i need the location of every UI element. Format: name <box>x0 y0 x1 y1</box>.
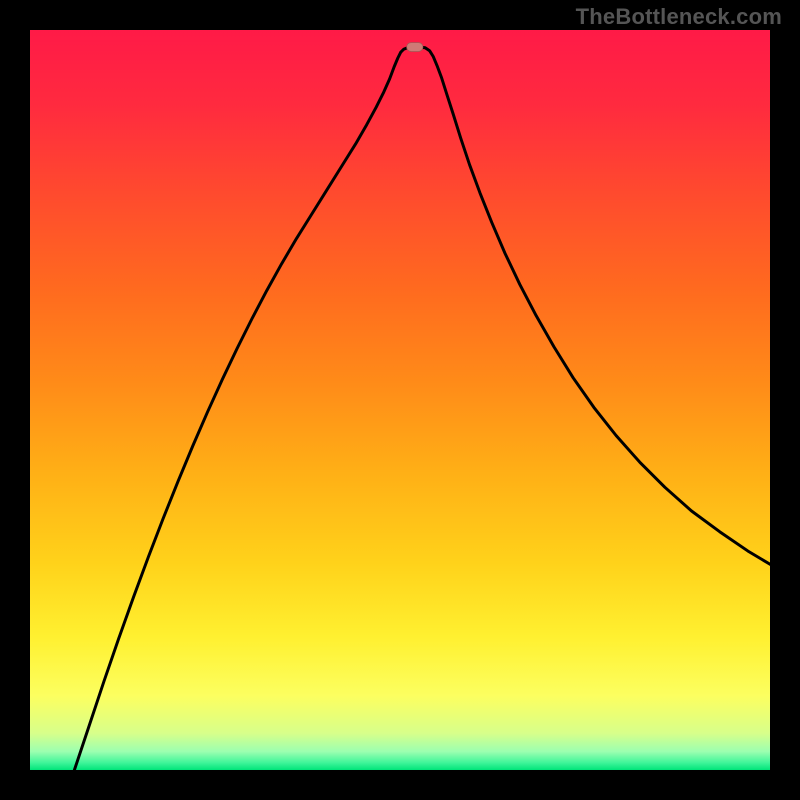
minimum-marker <box>407 43 423 52</box>
gradient-background <box>30 30 770 770</box>
chart-frame: TheBottleneck.com <box>0 0 800 800</box>
watermark-text: TheBottleneck.com <box>576 4 782 30</box>
plot-area <box>30 30 770 770</box>
plot-svg <box>30 30 770 770</box>
